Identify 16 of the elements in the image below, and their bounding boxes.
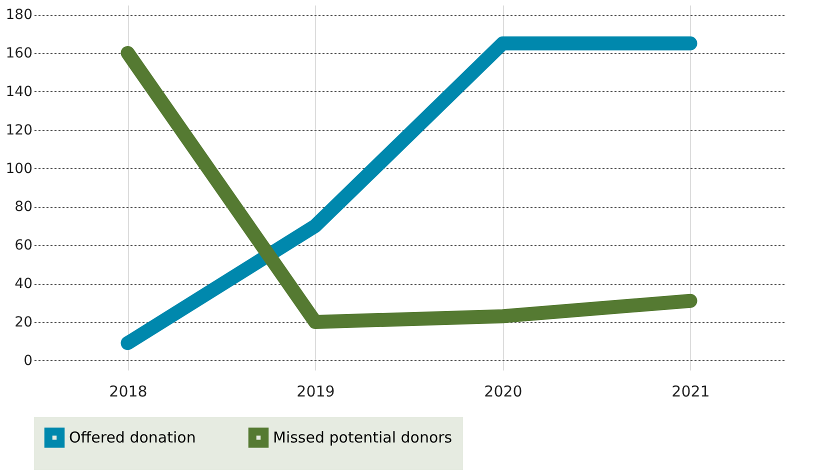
y-tick-label: 100 (6, 160, 32, 177)
legend-label: Offered donation (69, 428, 196, 447)
y-tick-label: 20 (14, 314, 32, 330)
y-tick-label: 180 (6, 7, 32, 24)
x-tick-label: 2019 (296, 382, 335, 400)
y-tick-label: 60 (14, 238, 32, 254)
y-tick-label: 80 (14, 199, 32, 216)
y-tick-label: 0 (24, 352, 32, 369)
y-tick-label: 140 (6, 84, 32, 100)
legend-label: Missed potential donors (273, 428, 452, 447)
x-tick-label: 2018 (109, 382, 148, 400)
y-tick-label: 160 (6, 46, 32, 62)
x-tick-label: 2021 (672, 382, 710, 400)
x-tick-label: 2020 (484, 382, 522, 400)
y-tick-label: 40 (14, 276, 32, 292)
y-tick-label: 120 (6, 122, 32, 138)
